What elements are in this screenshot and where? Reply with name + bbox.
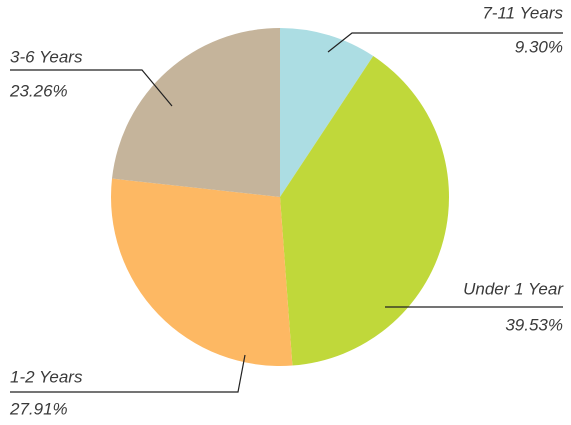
pie (110, 28, 449, 366)
value-label: 23.26% (9, 81, 68, 100)
slice-label: Under 1 Year (463, 279, 564, 298)
value-label: 9.30% (515, 37, 563, 56)
leader-line (327, 32, 563, 53)
value-label: 27.91% (9, 399, 68, 418)
leader-line (10, 69, 173, 107)
value-label: 39.53% (505, 315, 563, 334)
leader-line (10, 354, 246, 393)
slice-label: 7-11 Years (482, 3, 563, 22)
pie-slice (280, 56, 449, 366)
slice-label: 1-2 Years (10, 367, 83, 386)
pie-slice (112, 28, 281, 197)
pie-slice (280, 28, 374, 197)
pie-slice (110, 178, 293, 366)
slice-label: 3-6 Years (10, 47, 83, 66)
